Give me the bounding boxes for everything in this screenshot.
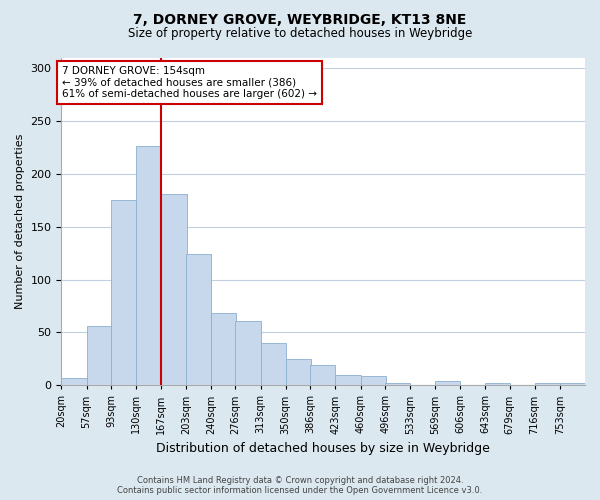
Bar: [435, 381, 460, 386]
Text: 7, DORNEY GROVE, WEYBRIDGE, KT13 8NE: 7, DORNEY GROVE, WEYBRIDGE, KT13 8NE: [133, 12, 467, 26]
Bar: [560, 383, 585, 386]
Bar: [86, 326, 112, 386]
Bar: [260, 343, 286, 386]
Bar: [485, 383, 510, 386]
Bar: [361, 376, 386, 386]
Bar: [310, 365, 335, 386]
Y-axis label: Number of detached properties: Number of detached properties: [15, 134, 25, 309]
Bar: [161, 194, 187, 386]
Bar: [111, 200, 136, 386]
Bar: [136, 146, 161, 386]
Bar: [286, 359, 311, 386]
Bar: [61, 378, 86, 386]
Bar: [211, 314, 236, 386]
Text: Contains HM Land Registry data © Crown copyright and database right 2024.
Contai: Contains HM Land Registry data © Crown c…: [118, 476, 482, 495]
Text: Size of property relative to detached houses in Weybridge: Size of property relative to detached ho…: [128, 28, 472, 40]
Bar: [385, 383, 410, 386]
Text: 7 DORNEY GROVE: 154sqm
← 39% of detached houses are smaller (386)
61% of semi-de: 7 DORNEY GROVE: 154sqm ← 39% of detached…: [62, 66, 317, 99]
Bar: [535, 383, 560, 386]
Bar: [235, 321, 260, 386]
Bar: [335, 374, 361, 386]
X-axis label: Distribution of detached houses by size in Weybridge: Distribution of detached houses by size …: [156, 442, 490, 455]
Bar: [186, 254, 211, 386]
